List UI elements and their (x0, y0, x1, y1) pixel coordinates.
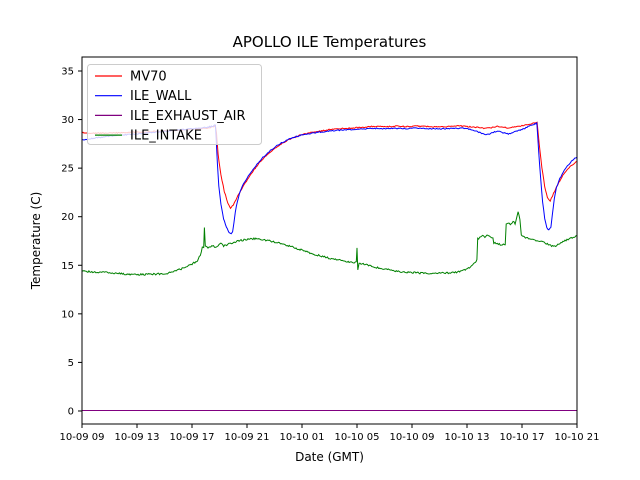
x-tick-label: 10-09 13 (115, 432, 160, 443)
x-tick-label: 10-10 05 (335, 432, 380, 443)
x-tick-label: 10-09 09 (60, 432, 105, 443)
x-axis: 10-09 09 10-09 13 10-09 17 10-09 21 10-10 01… (60, 424, 600, 443)
legend-entry: ILE_EXHAUST_AIR (95, 109, 246, 124)
y-tick-label: 10 (61, 309, 74, 320)
y-axis: 0 5 10 15 20 25 30 35 (61, 66, 82, 417)
x-tick-label: 10-10 21 (555, 432, 600, 443)
series-group (82, 121, 577, 411)
x-tick-label: 10-10 13 (445, 432, 490, 443)
x-tick-label: 10-09 17 (170, 432, 215, 443)
legend-entry-label: ILE_INTAKE (130, 129, 202, 144)
y-tick-label: 35 (61, 66, 74, 77)
legend-entry: ILE_INTAKE (95, 129, 202, 144)
legend-entry-label: ILE_WALL (130, 89, 192, 104)
x-axis-label: Date (GMT) (295, 450, 364, 464)
x-tick-label: 10-10 09 (390, 432, 435, 443)
chart-title: APOLLO ILE Temperatures (233, 33, 427, 51)
y-tick-label: 25 (61, 164, 74, 175)
x-tick-label: 10-10 17 (500, 432, 545, 443)
legend-entry-label: ILE_EXHAUST_AIR (130, 109, 246, 124)
series-line-ILE_INTAKE (82, 211, 577, 276)
legend-entry-label: MV70 (130, 70, 167, 85)
x-tick-label: 10-09 21 (225, 432, 270, 443)
y-tick-label: 5 (68, 358, 74, 369)
legend-box (87, 64, 262, 145)
y-tick-label: 0 (68, 406, 74, 417)
legend-entry: ILE_WALL (95, 89, 192, 104)
y-axis-label: Temperature (C) (29, 192, 43, 291)
y-tick-label: 20 (61, 212, 74, 223)
legend-entry: MV70 (95, 70, 167, 85)
y-tick-label: 15 (61, 261, 74, 272)
x-tick-label: 10-10 01 (280, 432, 325, 443)
y-tick-label: 30 (61, 115, 74, 126)
legend: MV70 ILE_WALL ILE_EXHAUST_AIR ILE_INTAKE (87, 64, 262, 145)
plot-area (81, 56, 578, 425)
